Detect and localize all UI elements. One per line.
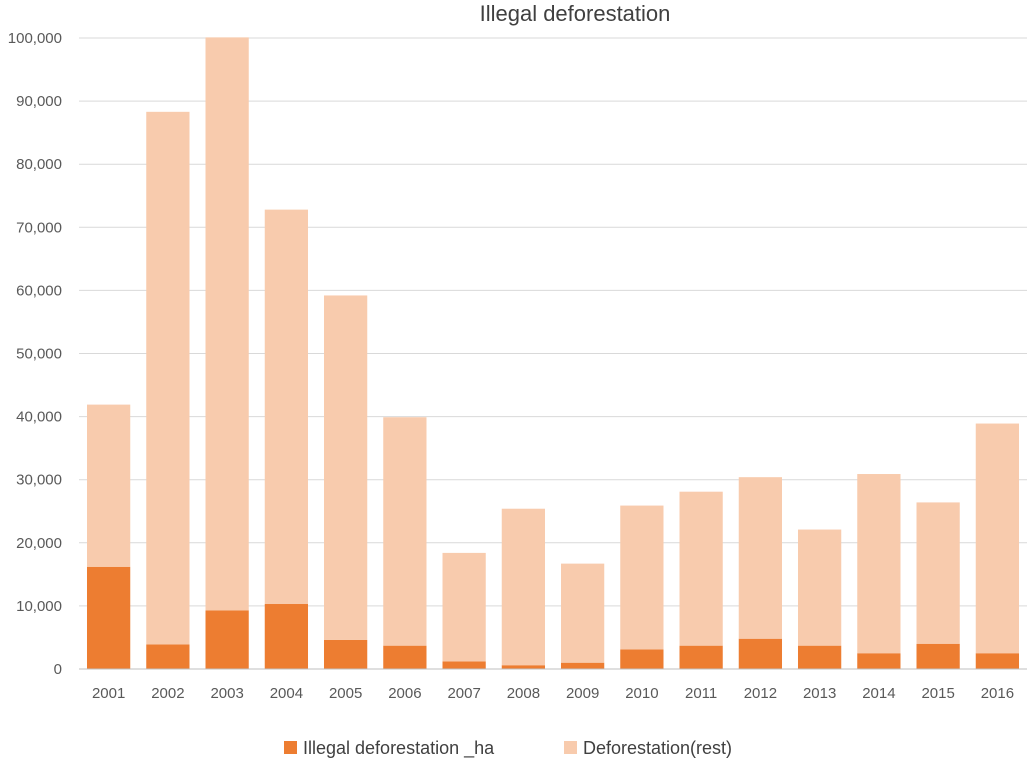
y-tick-label: 70,000 xyxy=(16,219,62,236)
bar-segment-illegal-2001 xyxy=(86,566,131,669)
y-tick-label: 30,000 xyxy=(16,472,62,489)
y-tick-label: 90,000 xyxy=(16,93,62,110)
x-tick-label: 2012 xyxy=(744,685,777,702)
bar-segment-illegal-2012 xyxy=(738,638,783,669)
x-tick-label: 2007 xyxy=(447,685,480,702)
x-tick-label: 2013 xyxy=(803,685,836,702)
y-tick-label: 0 xyxy=(54,661,62,678)
x-axis-tick-labels: 2001 2002 2003 2004 2005 2006 2007 2008 2009 2010… xyxy=(92,685,1014,702)
bar-segment-rest-2004 xyxy=(264,209,309,605)
bar-segment-rest-2009 xyxy=(560,563,605,663)
bar-segment-rest-2013 xyxy=(797,529,842,646)
bar-segment-illegal-2002 xyxy=(146,644,190,669)
legend-label-illegal: Illegal deforestation _ha xyxy=(303,738,495,759)
bar-segment-rest-2005 xyxy=(323,295,368,640)
bar-segment-illegal-2006 xyxy=(383,645,427,669)
bar-segment-illegal-2011 xyxy=(679,645,723,669)
x-tick-label: 2015 xyxy=(921,685,954,702)
x-tick-label: 2016 xyxy=(981,685,1014,702)
legend-label-rest: Deforestation(rest) xyxy=(583,738,732,758)
x-tick-label: 2009 xyxy=(566,685,599,702)
x-tick-label: 2006 xyxy=(388,685,421,702)
legend-swatch-rest xyxy=(564,741,577,754)
bar-segment-rest-2006 xyxy=(383,417,427,646)
y-tick-label: 60,000 xyxy=(16,282,62,299)
bar-segment-rest-2002 xyxy=(146,111,190,645)
x-tick-label: 2002 xyxy=(151,685,184,702)
bar-segment-rest-2012 xyxy=(738,477,783,639)
y-tick-label: 100,000 xyxy=(8,30,62,47)
chart-title: Illegal deforestation xyxy=(480,1,671,26)
x-tick-label: 2008 xyxy=(507,685,540,702)
bar-segment-illegal-2004 xyxy=(264,604,309,669)
y-tick-label: 20,000 xyxy=(16,535,62,552)
legend: Illegal deforestation _ha Deforestation(… xyxy=(284,738,732,759)
x-tick-label: 2003 xyxy=(210,685,243,702)
bar-segment-rest-2003 xyxy=(205,37,249,611)
bar-segment-rest-2008 xyxy=(501,508,546,666)
bar-segment-illegal-2009 xyxy=(560,662,605,669)
legend-swatch-illegal xyxy=(284,741,297,754)
bar-segment-illegal-2013 xyxy=(797,645,842,669)
bars xyxy=(86,37,1020,669)
bar-segment-rest-2014 xyxy=(857,474,901,654)
bar-segment-illegal-2010 xyxy=(620,649,664,669)
x-tick-label: 2014 xyxy=(862,685,895,702)
bar-segment-rest-2007 xyxy=(442,552,486,662)
x-tick-label: 2001 xyxy=(92,685,125,702)
bar-segment-illegal-2005 xyxy=(323,639,368,669)
bar-segment-rest-2015 xyxy=(916,502,960,644)
bar-segment-illegal-2003 xyxy=(205,610,249,669)
y-tick-label: 10,000 xyxy=(16,598,62,615)
bar-segment-illegal-2016 xyxy=(975,653,1020,669)
x-tick-label: 2011 xyxy=(685,685,717,702)
bar-segment-illegal-2007 xyxy=(442,661,486,669)
x-tick-label: 2005 xyxy=(329,685,362,702)
bar-segment-illegal-2008 xyxy=(501,665,546,669)
x-tick-label: 2010 xyxy=(625,685,658,702)
y-tick-label: 50,000 xyxy=(16,346,62,363)
bar-segment-illegal-2015 xyxy=(916,643,960,669)
x-tick-label: 2004 xyxy=(270,685,303,702)
bar-segment-rest-2011 xyxy=(679,491,723,646)
y-tick-label: 80,000 xyxy=(16,156,62,173)
bar-segment-rest-2016 xyxy=(975,423,1020,654)
bar-segment-rest-2001 xyxy=(86,404,131,567)
bar-segment-illegal-2014 xyxy=(857,653,901,669)
y-tick-label: 40,000 xyxy=(16,409,62,426)
y-axis-tick-labels: 0 10,000 20,000 30,000 40,000 50,000 60,000 70,… xyxy=(8,30,62,678)
bar-segment-rest-2010 xyxy=(620,505,664,650)
